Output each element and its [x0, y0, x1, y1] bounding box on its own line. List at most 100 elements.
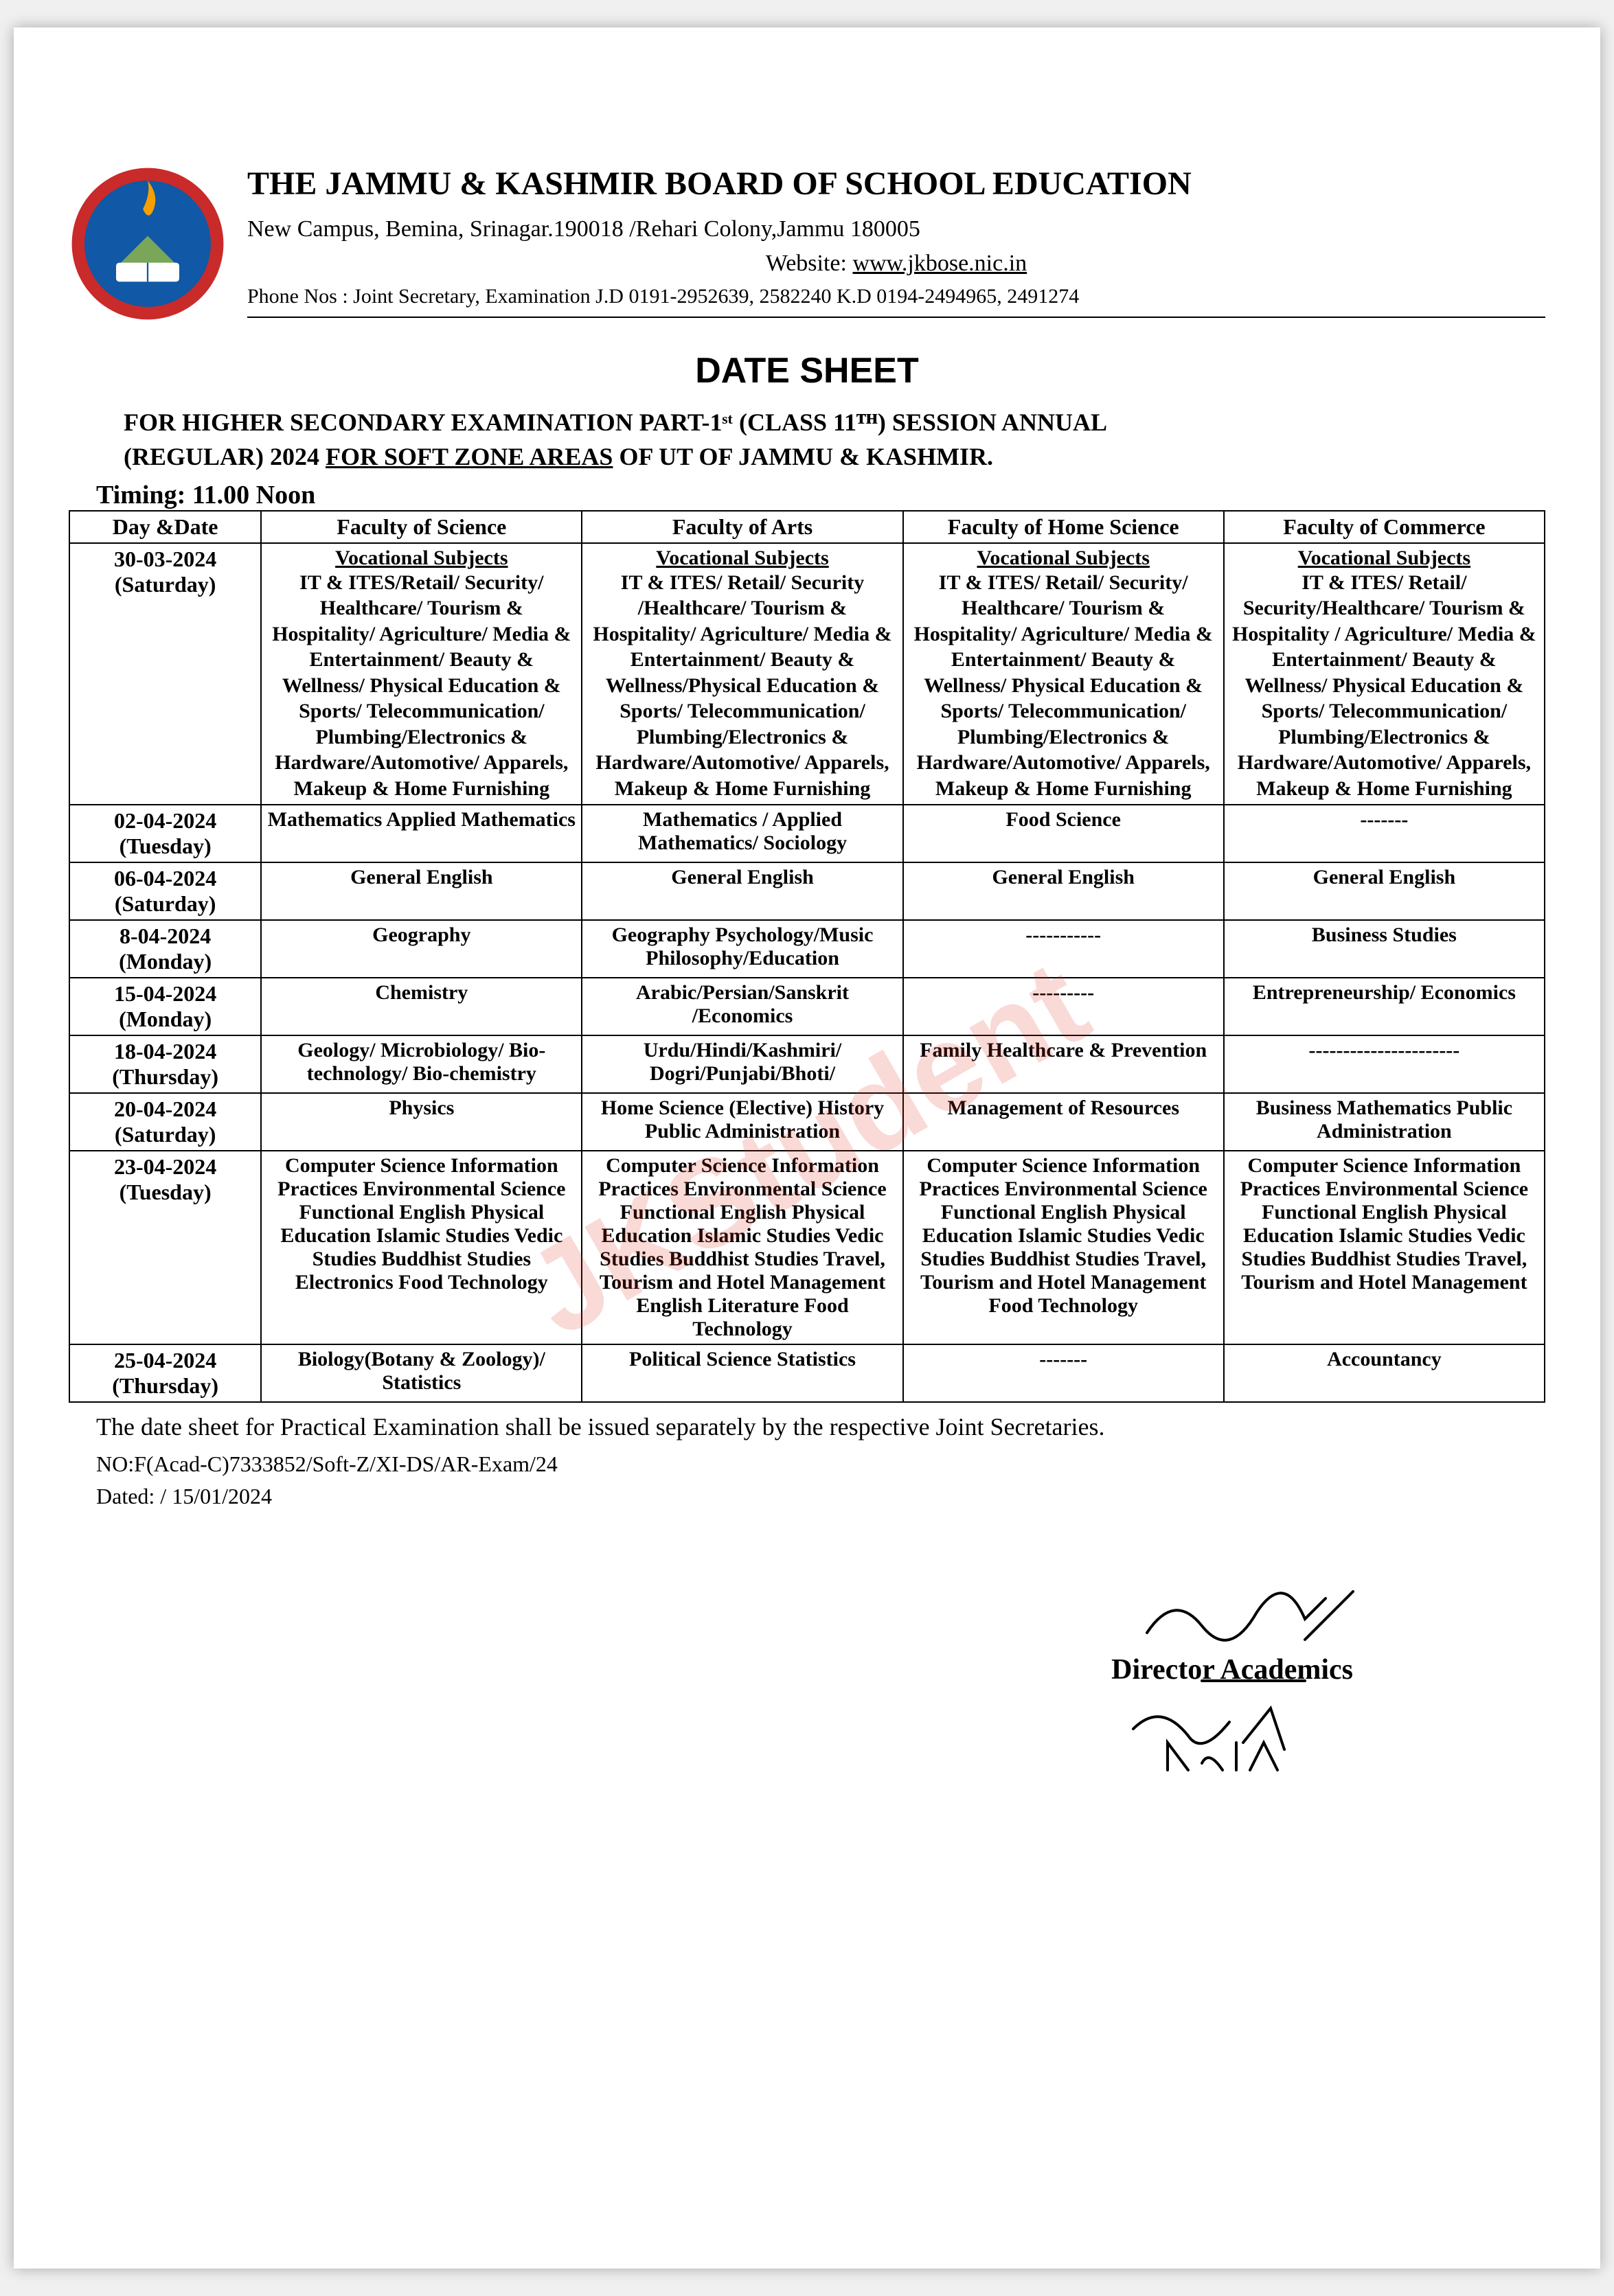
vocational-body: IT & ITES/ Retail/ Security /Healthcare/… [588, 570, 896, 802]
subject-cell: Physics [261, 1093, 582, 1151]
subject-text: Computer Science Information Practices E… [588, 1154, 896, 1341]
exam-for-line2-post: OF UT OF JAMMU & KASHMIR. [613, 443, 993, 470]
subject-cell: Vocational SubjectsIT & ITES/ Retail/ Se… [1224, 543, 1545, 805]
subject-cell: Family Healthcare & Prevention [903, 1035, 1224, 1093]
subject-cell: Chemistry [261, 978, 582, 1035]
table-row: 20-04-2024 (Saturday) Physics Home Science… [69, 1093, 1545, 1151]
exam-for-line2-ul: FOR SOFT ZONE AREAS [326, 443, 613, 470]
date-cell: 30-03-2024 (Saturday) [69, 543, 261, 805]
subject-cell: ----------- [903, 920, 1224, 978]
subject-text: Geography [267, 923, 576, 947]
subject-text: Computer Science Information Practices E… [909, 1154, 1218, 1318]
subject-cell: Geology/ Microbiology/ Bio-technology/ B… [261, 1035, 582, 1093]
table-row: 8-04-2024 (Monday)GeographyGeography Psy… [69, 920, 1545, 978]
org-title: THE JAMMU & KASHMIR BOARD OF SCHOOL EDUC… [247, 165, 1545, 203]
subject-cell: --------- [903, 978, 1224, 1035]
subject-cell: Home Science (Elective) History Public A… [582, 1093, 902, 1151]
subject-text: Entrepreneurship/ Economics [1230, 981, 1538, 1004]
table-row: 06-04-2024 (Saturday) General English Gene… [69, 862, 1545, 920]
subject-text: Business Studies [1230, 923, 1538, 947]
table-row: 23-04-2024 (Tuesday)Computer Science Inf… [69, 1151, 1545, 1344]
signature-block: Director Academics [69, 1537, 1545, 1811]
table-row: 25-04-2024 (Thursday)Biology(Botany & Zo… [69, 1344, 1545, 1402]
vocational-heading: Vocational Subjects [1230, 547, 1538, 570]
subject-text: General English [588, 866, 896, 889]
header-block: THE JAMMU & KASHMIR BOARD OF SCHOOL EDUC… [69, 165, 1545, 323]
subject-text: Physics [267, 1097, 576, 1120]
subject-text: Family Healthcare & Prevention [909, 1039, 1218, 1062]
dated-line: Dated: / 15/01/2024 [96, 1484, 1518, 1509]
subject-cell: Computer Science Information Practices E… [261, 1151, 582, 1344]
subject-text: ------- [909, 1348, 1218, 1371]
subject-cell: General English [903, 862, 1224, 920]
website-line: Website: www.jkbose.nic.in [247, 251, 1545, 277]
subject-text: Urdu/Hindi/Kashmiri/ Dogri/Punjabi/Bhoti… [588, 1039, 896, 1086]
header-text: THE JAMMU & KASHMIR BOARD OF SCHOOL EDUC… [247, 165, 1545, 318]
date-cell: 20-04-2024 (Saturday) [69, 1093, 261, 1151]
col-arts: Faculty of Arts [582, 511, 902, 543]
exam-for-line1: FOR HIGHER SECONDARY EXAMINATION PART-1ˢ… [124, 409, 1107, 436]
date-cell: 18-04-2024 (Thursday) [69, 1035, 261, 1093]
subject-cell: Food Science [903, 805, 1224, 862]
phone-line: Phone Nos : Joint Secretary, Examination… [247, 285, 1545, 318]
subject-cell: ---------------------- [1224, 1035, 1545, 1093]
subject-cell: Entrepreneurship/ Economics [1224, 978, 1545, 1035]
subject-cell: Mathematics / Applied Mathematics/ Socio… [582, 805, 902, 862]
subject-text: Biology(Botany & Zoology)/ Statistics [267, 1348, 576, 1394]
subject-cell: Political Science Statistics [582, 1344, 902, 1402]
address-line: New Campus, Bemina, Srinagar.190018 /Reh… [247, 216, 1545, 242]
schedule-table: Day &Date Faculty of Science Faculty of … [69, 510, 1545, 1403]
subject-cell: Business Studies [1224, 920, 1545, 978]
website-label: Website: [766, 251, 847, 276]
col-science: Faculty of Science [261, 511, 582, 543]
subject-cell: ------- [1224, 805, 1545, 862]
table-row: 18-04-2024 (Thursday)Geology/ Microbiolo… [69, 1035, 1545, 1093]
subject-text: Food Science [909, 808, 1218, 831]
subject-cell: Vocational SubjectsIT & ITES/ Retail/ Se… [903, 543, 1224, 805]
subject-cell: ------- [903, 1344, 1224, 1402]
subject-cell: Business Mathematics Public Administrati… [1224, 1093, 1545, 1151]
vocational-body: IT & ITES/Retail/ Security/ Healthcare/ … [267, 570, 576, 802]
date-cell: 23-04-2024 (Tuesday) [69, 1151, 261, 1344]
subject-cell: Computer Science Information Practices E… [903, 1151, 1224, 1344]
subject-cell: Computer Science Information Practices E… [1224, 1151, 1545, 1344]
subject-cell: Mathematics Applied Mathematics [261, 805, 582, 862]
subject-text: Accountancy [1230, 1348, 1538, 1371]
signature-label: Director Academics [1111, 1653, 1353, 1686]
date-cell: 06-04-2024 (Saturday) [69, 862, 261, 920]
subject-text: Geology/ Microbiology/ Bio-technology/ B… [267, 1039, 576, 1086]
subject-text: ------- [1230, 808, 1538, 831]
subject-text: ---------------------- [1230, 1039, 1538, 1062]
subject-text: Mathematics Applied Mathematics [267, 808, 576, 831]
subject-text: General English [909, 866, 1218, 889]
ref-no: NO:F(Acad-C)7333852/Soft-Z/XI-DS/AR-Exam… [96, 1451, 1518, 1477]
footer-note: The date sheet for Practical Examination… [96, 1410, 1518, 1444]
date-cell: 8-04-2024 (Monday) [69, 920, 261, 978]
subject-text: ----------- [909, 923, 1218, 947]
vocational-heading: Vocational Subjects [909, 547, 1218, 570]
vocational-body: IT & ITES/ Retail/ Security/ Healthcare/… [909, 570, 1218, 802]
subject-text: Computer Science Information Practices E… [1230, 1154, 1538, 1294]
timing-line: Timing: 11.00 Noon [96, 480, 1518, 510]
subject-text: General English [267, 866, 576, 889]
subject-cell: Urdu/Hindi/Kashmiri/ Dogri/Punjabi/Bhoti… [582, 1035, 902, 1093]
subject-text: Business Mathematics Public Administrati… [1230, 1097, 1538, 1143]
subject-cell: Biology(Botany & Zoology)/ Statistics [261, 1344, 582, 1402]
col-home: Faculty of Home Science [903, 511, 1224, 543]
subject-text: Arabic/Persian/Sanskrit /Economics [588, 981, 896, 1028]
table-header-row: Day &Date Faculty of Science Faculty of … [69, 511, 1545, 543]
subject-cell: General English [582, 862, 902, 920]
website-url: www.jkbose.nic.in [852, 251, 1027, 276]
subject-cell: Computer Science Information Practices E… [582, 1151, 902, 1344]
date-cell: 15-04-2024 (Monday) [69, 978, 261, 1035]
subject-text: Chemistry [267, 981, 576, 1004]
subject-text: Home Science (Elective) History Public A… [588, 1097, 896, 1143]
subject-cell: General English [1224, 862, 1545, 920]
subject-cell: Arabic/Persian/Sanskrit /Economics [582, 978, 902, 1035]
table-row: 30-03-2024 (Saturday) Vocational Subjects… [69, 543, 1545, 805]
subject-text: Management of Resources [909, 1097, 1218, 1120]
table-row: 02-04-2024 (Tuesday)Mathematics Applied … [69, 805, 1545, 862]
vocational-heading: Vocational Subjects [588, 547, 896, 570]
exam-for: FOR HIGHER SECONDARY EXAMINATION PART-1ˢ… [124, 405, 1518, 474]
vocational-body: IT & ITES/ Retail/ Security/Healthcare/ … [1230, 570, 1538, 802]
